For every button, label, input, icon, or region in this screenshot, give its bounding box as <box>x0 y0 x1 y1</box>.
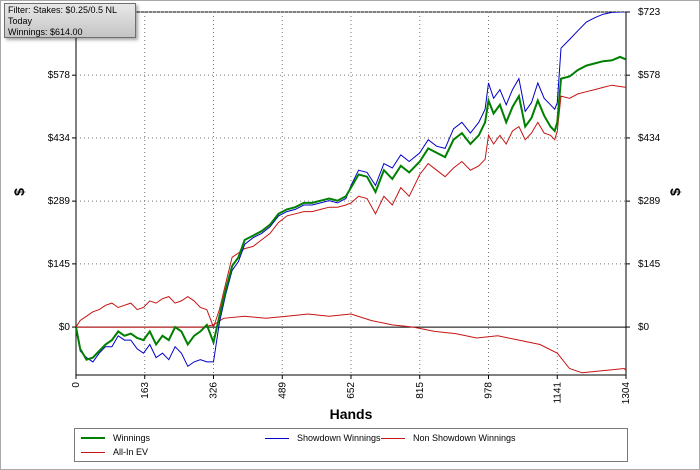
legend-swatch-all-in-ev <box>81 451 105 453</box>
x-tick-label: 0 <box>71 382 82 388</box>
y-tick-label-right: $0 <box>638 322 650 333</box>
legend-label-winnings: Winnings <box>113 433 151 443</box>
series-line-non-showdown-winnings <box>76 84 626 329</box>
series-line-showdown-winnings <box>76 12 626 368</box>
y-tick-label-left: $0 <box>59 322 71 333</box>
legend-item-non-showdown-winnings: Non Showdown Winnings <box>381 432 516 444</box>
legend-item-all-in-ev: All-In EV <box>81 446 148 458</box>
filter-winnings-text: Winnings: $614.00 <box>8 27 83 37</box>
legend-label-showdown-winnings: Showdown Winnings <box>297 433 381 443</box>
y-tick-label-right: $578 <box>638 70 661 81</box>
series-line-winnings <box>76 55 626 361</box>
x-tick-label: 652 <box>346 382 357 399</box>
y-tick-label-right: $723 <box>638 7 661 18</box>
y-tick-label-left: $145 <box>48 259 71 270</box>
x-tick-label: 1141 <box>552 382 563 404</box>
y-tick-label-left: $289 <box>48 196 71 207</box>
legend-item-showdown-winnings: Showdown Winnings <box>265 432 381 444</box>
y-tick-label-left: $578 <box>48 70 71 81</box>
y-axis-title-right: $ <box>667 188 683 196</box>
legend-label-all-in-ev: All-In EV <box>113 447 149 457</box>
legend-item-winnings: Winnings <box>81 432 150 444</box>
legend-swatch-winnings <box>81 437 105 439</box>
x-tick-label: 326 <box>209 382 220 399</box>
x-tick-label: 815 <box>415 382 426 399</box>
legend-swatch-showdown-winnings <box>265 437 289 439</box>
x-tick-label: 1304 <box>621 382 632 405</box>
filter-period-text: Today <box>8 16 33 26</box>
y-tick-label-right: $145 <box>638 259 661 270</box>
x-tick-label: 978 <box>484 382 495 399</box>
filter-stakes-text: Filter: Stakes: $0.25/0.5 NL <box>8 5 118 15</box>
series-line-all-in-ev <box>76 313 626 374</box>
legend-label-non-showdown-winnings: Non Showdown Winnings <box>413 433 516 443</box>
filter-info-box: Filter: Stakes: $0.25/0.5 NL Today Winni… <box>4 3 136 38</box>
legend-swatch-non-showdown-winnings <box>381 437 405 439</box>
x-axis-title: Hands <box>330 406 373 422</box>
x-tick-label: 163 <box>140 382 151 399</box>
legend: Winnings Showdown Winnings Non Showdown … <box>74 428 628 462</box>
series-layer <box>76 12 626 374</box>
y-axis-title-left: $ <box>11 188 27 196</box>
x-tick-label: 489 <box>277 382 288 399</box>
y-tick-label-left: $434 <box>48 133 71 144</box>
y-tick-label-right: $434 <box>638 133 661 144</box>
y-tick-label-right: $289 <box>638 196 661 207</box>
